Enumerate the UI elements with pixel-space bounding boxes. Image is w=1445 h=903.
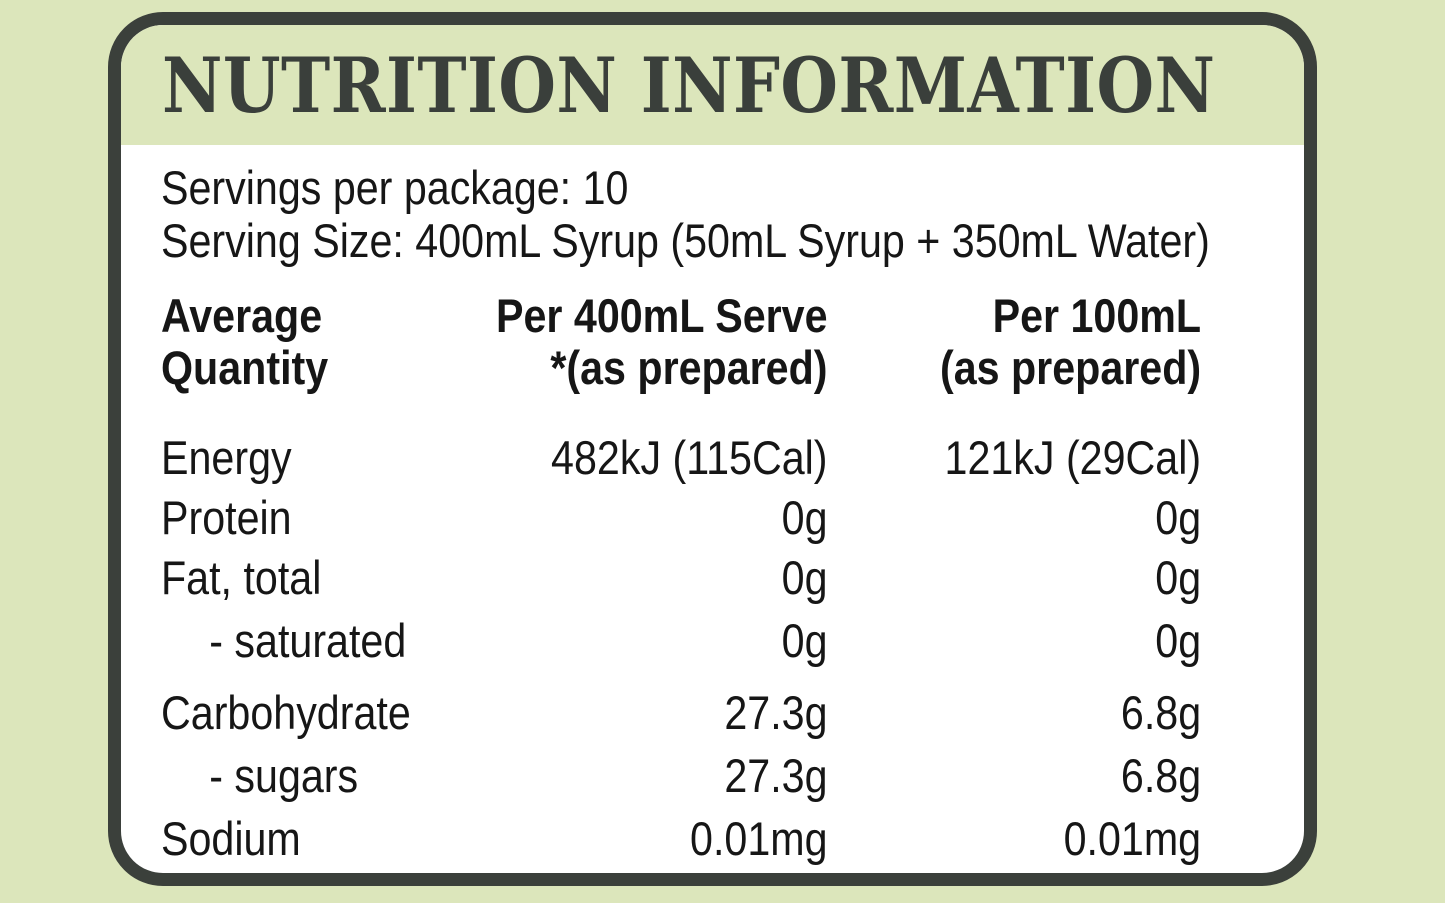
- per-serve-value: 482kJ (115Cal): [551, 431, 828, 484]
- nutrient-name: - saturated: [209, 614, 407, 667]
- nutrient-row-energy: Energy 482kJ (115Cal) 121kJ (29Cal): [161, 428, 1205, 488]
- per-serve-value: 0g: [781, 491, 828, 544]
- nutrition-label-panel: NUTRITION INFORMATION Servings per packa…: [108, 12, 1317, 886]
- nutrient-name: Sodium: [161, 812, 301, 865]
- per-serve-value: 0g: [781, 551, 828, 604]
- nutrient-row-protein: Protein 0g 0g: [161, 488, 1205, 548]
- nutrient-table-rows: Energy 482kJ (115Cal) 121kJ (29Cal) Prot…: [161, 428, 1205, 869]
- column-header-per-100ml: Per 100mL (as prepared): [828, 289, 1202, 394]
- column-header-line: Per 100mL: [992, 289, 1202, 342]
- column-header-line: Average: [161, 289, 323, 342]
- nutrient-row-fat-total: Fat, total 0g 0g: [161, 548, 1205, 608]
- table-header-row: Average Quantity Per 400mL Serve *(as pr…: [161, 290, 1205, 394]
- per-100ml-value: 6.8g: [1120, 686, 1202, 739]
- per-serve-value: 27.3g: [724, 686, 828, 739]
- per-100ml-value: 0g: [1155, 491, 1202, 544]
- nutrient-name: Protein: [161, 491, 292, 544]
- per-serve-value: 0g: [781, 614, 828, 667]
- column-header-average-quantity: Average Quantity: [161, 290, 459, 394]
- column-header-line: Quantity: [161, 341, 329, 394]
- nutrient-name: Energy: [161, 431, 292, 484]
- servings-per-package-line: Servings per package: 10: [161, 161, 629, 214]
- per-serve-value: 0.01mg: [690, 812, 828, 865]
- per-100ml-value: 0g: [1155, 551, 1202, 604]
- nutrition-label-body: Servings per package: 10 Serving Size: 4…: [121, 145, 1304, 869]
- per-100ml-value: 0g: [1155, 614, 1202, 667]
- column-header-line: *(as prepared): [550, 341, 828, 394]
- nutrient-name: - sugars: [209, 749, 359, 802]
- column-header-line: Per 400mL Serve: [495, 289, 828, 342]
- nutrient-row-sugars: - sugars 27.3g 6.8g: [161, 746, 1205, 806]
- nutrition-label-title: NUTRITION INFORMATION: [162, 40, 1216, 130]
- nutrient-name: Fat, total: [161, 551, 322, 604]
- nutrition-label-header: NUTRITION INFORMATION: [121, 25, 1304, 145]
- per-100ml-value: 6.8g: [1120, 749, 1202, 802]
- nutrient-row-carbohydrate: Carbohydrate 27.3g 6.8g: [161, 683, 1205, 743]
- nutrient-row-sodium: Sodium 0.01mg 0.01mg: [161, 809, 1205, 869]
- serving-size-line: Serving Size: 400mL Syrup (50mL Syrup + …: [161, 214, 1210, 267]
- per-serve-value: 27.3g: [724, 749, 828, 802]
- per-100ml-value: 0.01mg: [1063, 812, 1202, 865]
- column-header-line: (as prepared): [939, 341, 1202, 394]
- per-100ml-value: 121kJ (29Cal): [944, 431, 1202, 484]
- nutrient-name: Carbohydrate: [161, 686, 411, 739]
- column-header-per-serve: Per 400mL Serve *(as prepared): [459, 289, 828, 394]
- nutrient-row-saturated: - saturated 0g 0g: [161, 611, 1205, 671]
